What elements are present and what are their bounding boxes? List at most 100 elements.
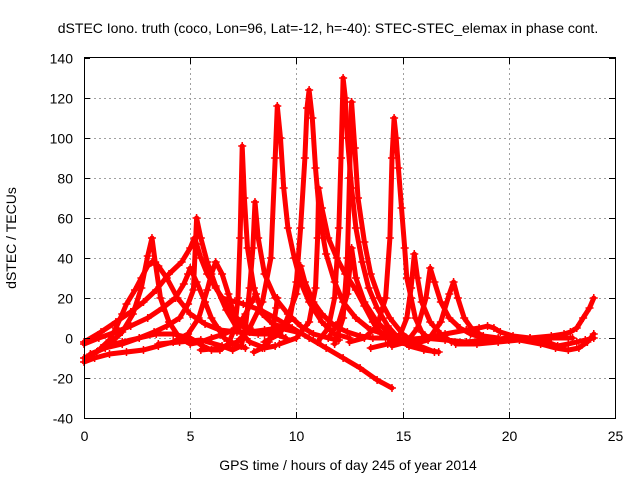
data-point-marker [322,250,331,258]
data-point-marker [350,144,359,152]
data-point-marker [397,204,406,212]
x-axis-label: GPS time / hours of day 245 of year 2014 [219,457,477,473]
data-point-marker [426,318,435,326]
chart-title: dSTEC Iono. truth (coco, Lon=96, Lat=-12… [58,20,598,36]
data-point-marker [271,154,280,162]
data-point-marker [305,86,314,94]
data-point-marker [186,264,195,272]
data-point-marker [343,290,352,298]
data-point-marker [230,324,239,332]
data-point-marker [260,338,269,346]
x-tick-label: 25 [608,428,624,444]
data-point-marker [275,330,284,338]
data-point-marker [228,346,237,354]
data-point-marker [283,224,292,232]
data-point-marker [413,274,422,282]
data-point-marker [426,264,435,272]
data-point-marker [292,290,301,298]
data-point-marker [239,300,248,308]
data-point-marker [400,244,409,252]
data-point-marker [373,376,382,384]
data-point-marker [86,350,95,358]
data-point-marker [189,286,198,294]
data-point-marker [232,338,241,346]
data-point-marker [430,278,439,286]
data-point-marker [547,332,556,340]
data-point-marker [196,254,205,262]
data-point-marker [410,250,419,258]
data-series-18 [347,115,431,345]
data-point-marker [496,328,505,336]
data-point-marker [296,224,305,232]
x-tick-label: 15 [396,428,412,444]
data-point-marker [240,194,249,202]
data-point-marker [260,330,269,338]
data-point-marker [373,322,382,330]
data-point-marker [135,334,144,342]
data-point-marker [207,314,216,322]
data-point-marker [218,344,227,352]
data-point-marker [126,308,135,316]
data-point-marker [317,310,326,318]
x-tick-label: 5 [187,428,195,444]
data-point-marker [360,334,369,342]
data-point-marker [96,328,105,336]
data-point-marker [190,234,199,242]
data-point-marker [175,338,184,346]
data-series [80,74,598,392]
data-point-marker [130,286,139,294]
data-point-marker [419,346,428,354]
data-point-marker [489,324,498,332]
data-point-marker [358,258,367,266]
data-point-marker [394,164,403,172]
data-point-marker [434,348,443,356]
data-point-marker [192,240,201,248]
data-series-21 [410,279,501,347]
data-point-marker [334,318,343,326]
data-point-marker [347,244,356,252]
data-point-marker [339,74,348,82]
data-point-marker [453,294,462,302]
data-point-marker [334,224,343,232]
axis-ticks: -40 -20 0 20 40 60 80 100 120 140 0 5 10 15 20 25 [50,51,624,445]
data-point-marker [407,284,416,292]
data-point-marker [564,340,573,348]
data-point-marker [572,338,581,346]
data-point-marker [122,300,131,308]
data-point-marker [483,322,492,330]
plot-frame [84,57,616,419]
data-point-marker [343,328,352,336]
data-point-marker [396,330,405,338]
data-point-marker [254,234,263,242]
y-tick-label: 140 [50,51,74,67]
data-point-marker [387,342,396,350]
data-point-marker [196,346,205,354]
data-point-marker [351,274,360,282]
data-point-marker [211,258,220,266]
data-point-marker [158,304,167,312]
data-point-marker [126,322,135,330]
y-tick-label: -20 [53,371,73,387]
data-point-marker [300,278,309,286]
data-point-marker [245,284,254,292]
data-point-marker [300,154,309,162]
y-tick-label: 20 [57,291,73,307]
data-point-marker [238,142,247,150]
data-point-marker [249,348,258,356]
data-point-marker [313,338,322,346]
data-point-marker [356,364,365,372]
data-point-marker [156,294,165,302]
data-point-marker [258,344,267,352]
x-tick-label: 20 [502,428,518,444]
data-point-marker [553,342,562,350]
x-tick-label: 10 [289,428,305,444]
data-point-marker [271,342,280,350]
data-point-marker [314,184,323,192]
data-point-marker [248,244,257,252]
data-point-marker [368,334,377,342]
data-point-marker [194,314,203,322]
data-point-marker [296,262,305,270]
data-point-marker [241,344,250,352]
data-point-marker [383,340,392,348]
